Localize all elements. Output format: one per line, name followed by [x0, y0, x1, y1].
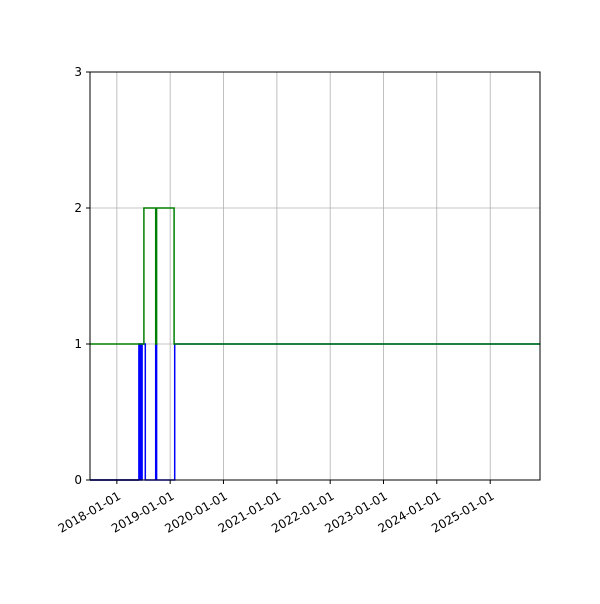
y-axis: 0 1 2 3	[74, 65, 90, 487]
plot-frame	[89, 71, 541, 481]
y-tick-label: 0	[74, 473, 82, 487]
series-line-2	[90, 207, 540, 345]
y-tick-label: 1	[74, 337, 82, 351]
y-tick-label: 3	[74, 65, 82, 79]
grid	[90, 72, 540, 480]
y-tick-label: 2	[74, 201, 82, 215]
x-axis: 2018-01-012019-01-012020-01-012021-01-01…	[56, 480, 497, 536]
series-line-1	[90, 343, 540, 481]
